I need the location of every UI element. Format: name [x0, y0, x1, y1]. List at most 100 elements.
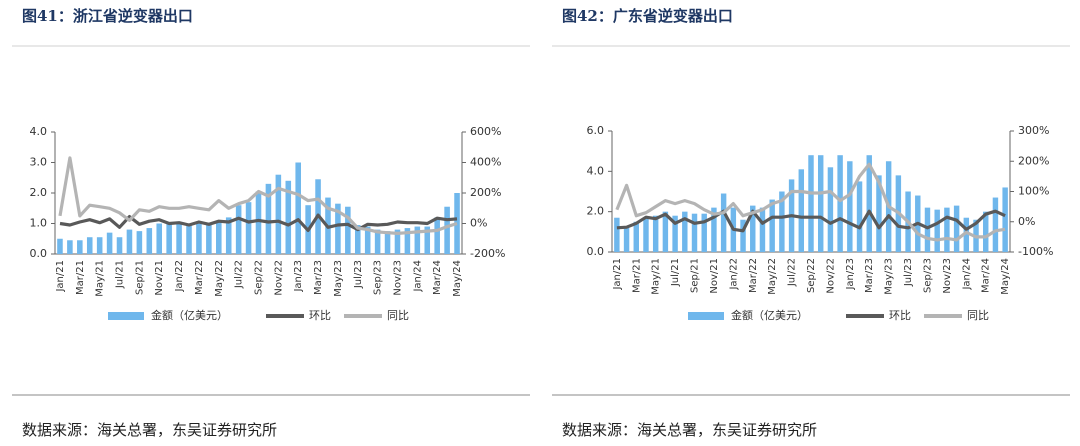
y-tick-label: 4.0	[30, 125, 48, 138]
y2-tick-label: 0%	[470, 217, 487, 230]
bar	[837, 155, 843, 252]
bar	[156, 223, 163, 254]
y-tick-label: 0.0	[587, 245, 605, 258]
bar	[295, 162, 301, 254]
bar	[623, 227, 630, 252]
bar	[847, 161, 853, 252]
bar	[614, 217, 620, 252]
bar	[876, 175, 882, 252]
x-tick-label: Jan/22	[174, 260, 185, 293]
bar	[394, 229, 401, 254]
bar	[106, 232, 113, 254]
bar	[136, 231, 143, 254]
x-tick-label: May/23	[884, 258, 895, 295]
bar	[983, 211, 989, 252]
x-tick-label: Jul/22	[234, 260, 245, 289]
x-tick-label: Jan/24	[412, 260, 423, 293]
y-tick-label: 0.0	[30, 247, 48, 260]
bar	[186, 225, 192, 254]
legend-label: 金额（亿美元）	[151, 308, 228, 322]
bar	[235, 205, 242, 254]
x-tick-label: May/22	[767, 258, 778, 295]
legend-label: 同比	[967, 309, 989, 322]
bar	[750, 205, 756, 252]
x-tick-label: May/22	[214, 260, 225, 297]
bar	[67, 240, 73, 254]
bar	[662, 211, 669, 252]
x-tick-label: Mar/22	[194, 260, 205, 295]
x-tick-label: Sep/22	[254, 260, 265, 295]
bar	[720, 193, 727, 252]
y2-tick-label: -200%	[470, 247, 505, 260]
x-tick-label: Sep/22	[806, 258, 817, 293]
bar	[992, 197, 999, 252]
line-series	[58, 156, 458, 235]
bar	[769, 199, 775, 252]
x-tick-label: Mar/21	[75, 260, 86, 295]
bar	[86, 237, 93, 254]
x-tick-label: Nov/22	[825, 258, 836, 294]
y2-tick-label: 300%	[1018, 124, 1049, 137]
bar	[643, 217, 649, 252]
x-tick-label: Sep/23	[922, 258, 933, 293]
panel-title: 图41：浙江省逆变器出口	[22, 7, 193, 25]
bar	[146, 228, 153, 254]
x-tick-label: Jan/22	[728, 258, 739, 291]
x-tick-label: Mar/23	[313, 260, 324, 295]
bar	[827, 167, 834, 252]
y2-tick-label: 0%	[1018, 215, 1035, 228]
y2-tick-label: 100%	[1018, 185, 1049, 198]
bar	[96, 237, 103, 254]
x-tick-label: Nov/21	[154, 260, 165, 296]
bar	[116, 237, 123, 254]
line-series	[616, 209, 1006, 233]
source: 数据来源：海关总署，东吴证券研究所	[562, 421, 817, 439]
bar	[963, 217, 970, 252]
x-tick-label: Jul/21	[670, 258, 681, 287]
x-tick-label: Nov/22	[273, 260, 284, 296]
bar	[682, 211, 688, 252]
bar	[216, 220, 222, 254]
bar	[1002, 187, 1008, 252]
y-tick-label: 2.0	[30, 186, 48, 199]
x-tick-label: May/24	[1000, 258, 1011, 295]
bar	[345, 206, 351, 254]
y-tick-label: 4.0	[587, 164, 605, 177]
bar	[414, 226, 421, 254]
bar	[126, 229, 133, 254]
x-tick-label: Jan/24	[961, 258, 972, 291]
x-tick-label: Sep/23	[373, 260, 384, 295]
bar	[759, 207, 766, 252]
x-tick-label: Mar/21	[631, 258, 642, 293]
bar	[740, 219, 746, 252]
bar	[652, 215, 659, 252]
bar	[275, 174, 282, 254]
bar	[944, 207, 950, 252]
x-tick-label: Jan/21	[55, 260, 66, 293]
bar	[711, 207, 717, 252]
x-tick-label: Sep/21	[134, 260, 145, 295]
legend-swatch	[108, 312, 144, 320]
x-tick-label: Mar/24	[432, 260, 443, 295]
bar	[866, 155, 872, 252]
bar	[424, 226, 431, 254]
bar	[817, 155, 824, 252]
x-tick-label: Jul/21	[115, 260, 126, 289]
y-tick-label: 2.0	[587, 205, 605, 218]
y2-tick-label: 400%	[470, 156, 501, 169]
x-tick-label: Jan/21	[612, 258, 623, 291]
y2-tick-label: 600%	[470, 125, 501, 138]
bar	[404, 228, 411, 254]
legend-label: 环比	[889, 309, 911, 322]
bar	[434, 217, 440, 254]
bar	[701, 213, 707, 252]
x-tick-label: May/21	[95, 260, 106, 297]
y2-tick-label: 200%	[1018, 154, 1049, 167]
bar	[166, 223, 172, 254]
bar	[856, 181, 863, 252]
bar	[808, 155, 814, 252]
bar	[245, 202, 252, 254]
bar	[672, 215, 678, 252]
x-tick-label: May/21	[651, 258, 662, 295]
